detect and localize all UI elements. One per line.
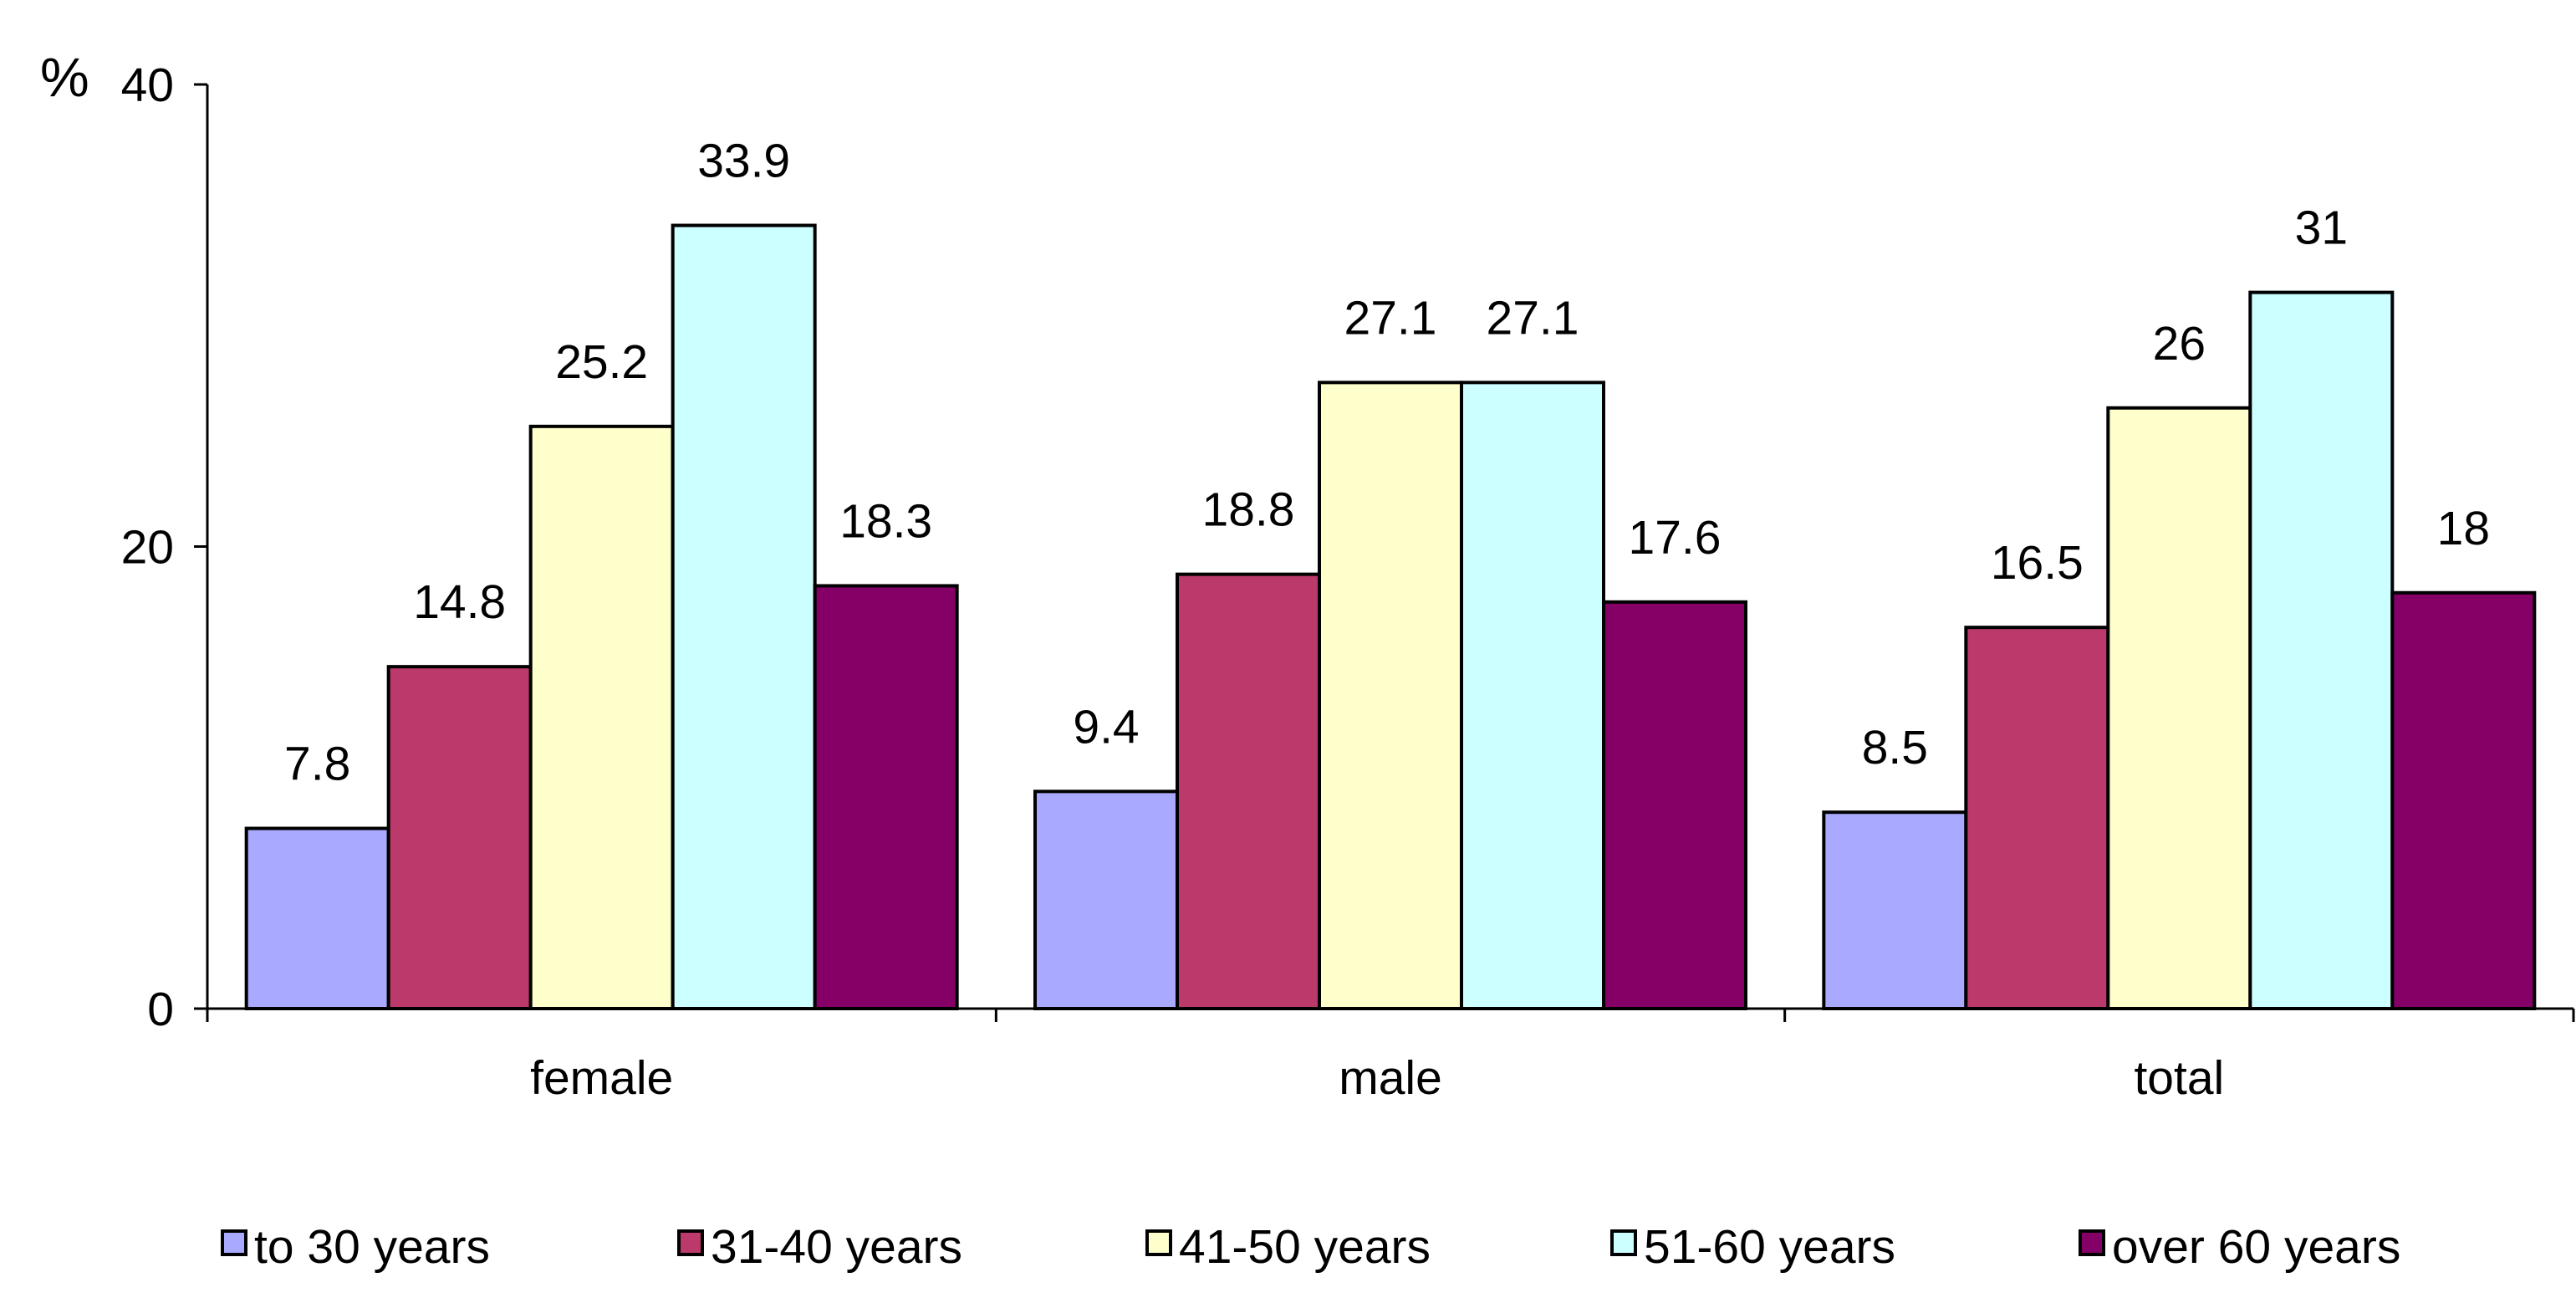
bars <box>244 223 2537 1011</box>
legend-item: over 60 years <box>2079 1220 2400 1274</box>
bar <box>2106 406 2252 1010</box>
legend-swatch <box>2079 1229 2105 1256</box>
data-label: 31 <box>2295 202 2348 255</box>
legend-swatch <box>221 1229 247 1256</box>
y-tick-label: 40 <box>121 59 174 112</box>
legend-swatch <box>677 1229 704 1256</box>
y-tick-label: 0 <box>147 983 174 1036</box>
bar <box>1460 381 1605 1010</box>
data-label: 27.1 <box>1487 291 1579 345</box>
bar <box>2390 590 2537 1010</box>
legend-item: 41-50 years <box>1145 1220 1431 1274</box>
x-tick-label: female <box>530 1051 673 1105</box>
x-tick-label: total <box>2134 1051 2224 1105</box>
data-label: 8.5 <box>1862 721 1928 774</box>
data-label: 7.8 <box>284 738 350 791</box>
bar <box>671 223 817 1010</box>
data-label: 25.2 <box>555 335 648 389</box>
legend-label: 41-50 years <box>1179 1220 1431 1274</box>
bar <box>2248 290 2395 1010</box>
bar <box>1822 810 1968 1010</box>
legend-label: over 60 years <box>2112 1220 2400 1274</box>
legend-label: 31-40 years <box>711 1220 962 1274</box>
axes: 0 20 40% female male total <box>40 46 2575 1105</box>
bar <box>528 424 675 1011</box>
legend: to 30 years 31-40 years 41-50 years 51-60 y… <box>221 1220 2400 1274</box>
legend-swatch <box>1145 1229 1172 1256</box>
data-label: 18.8 <box>1202 483 1295 537</box>
data-label: 17.6 <box>1629 511 1722 565</box>
x-tick-label: male <box>1339 1051 1442 1105</box>
legend-item: to 30 years <box>221 1220 490 1274</box>
y-tick-label: 20 <box>121 521 174 575</box>
legend-item: 31-40 years <box>677 1220 962 1274</box>
data-label: 18 <box>2437 502 2490 555</box>
value-labels: 7.8 14.8 25.2 33.9 18.3 9.4 18.8 27.1 27.1 17.6 8.… <box>284 135 2490 791</box>
bar <box>813 584 959 1011</box>
legend-swatch <box>1610 1229 1637 1256</box>
data-label: 16.5 <box>1991 536 2084 590</box>
data-label: 27.1 <box>1344 291 1437 345</box>
bar <box>1602 600 1747 1010</box>
data-label: 26 <box>2153 317 2206 370</box>
data-label: 14.8 <box>413 575 506 629</box>
legend-item: 51-60 years <box>1610 1220 1895 1274</box>
data-label: 33.9 <box>697 135 790 188</box>
data-label: 18.3 <box>839 494 932 548</box>
legend-label: 51-60 years <box>1644 1220 1895 1274</box>
bar <box>244 826 390 1011</box>
data-label: 9.4 <box>1073 700 1139 754</box>
bar <box>386 665 533 1011</box>
bar <box>1318 381 1463 1010</box>
y-axis-label: % <box>40 46 89 108</box>
bar <box>1033 789 1179 1010</box>
bar <box>1176 572 1321 1010</box>
bar <box>1964 626 2110 1010</box>
legend-label: to 30 years <box>254 1220 490 1274</box>
